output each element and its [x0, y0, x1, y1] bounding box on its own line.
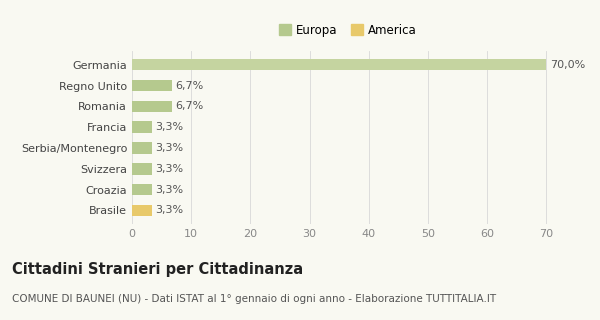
Text: 3,3%: 3,3%: [155, 122, 183, 132]
Text: 6,7%: 6,7%: [175, 101, 203, 111]
Bar: [132, 80, 172, 91]
Legend: Europa, America: Europa, America: [275, 19, 421, 42]
Bar: [132, 142, 152, 154]
Text: COMUNE DI BAUNEI (NU) - Dati ISTAT al 1° gennaio di ogni anno - Elaborazione TUT: COMUNE DI BAUNEI (NU) - Dati ISTAT al 1°…: [12, 294, 496, 304]
Bar: [132, 205, 152, 216]
Text: 3,3%: 3,3%: [155, 205, 183, 215]
Bar: [132, 59, 546, 70]
Bar: [132, 184, 152, 195]
Text: 70,0%: 70,0%: [550, 60, 585, 70]
Bar: [132, 163, 152, 174]
Bar: [132, 101, 172, 112]
Text: 3,3%: 3,3%: [155, 185, 183, 195]
Text: 6,7%: 6,7%: [175, 81, 203, 91]
Text: Cittadini Stranieri per Cittadinanza: Cittadini Stranieri per Cittadinanza: [12, 262, 303, 277]
Text: 3,3%: 3,3%: [155, 164, 183, 174]
Bar: [132, 122, 152, 133]
Text: 3,3%: 3,3%: [155, 143, 183, 153]
